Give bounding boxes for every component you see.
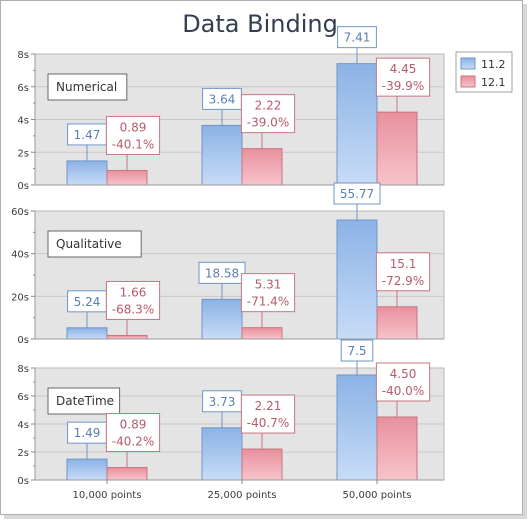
bar-b <box>106 467 148 481</box>
data-label: 15.1 <box>390 257 417 271</box>
data-label: -68.3% <box>112 302 154 316</box>
data-label: -40.7% <box>247 416 289 430</box>
y-tick-label: 60s <box>11 207 29 218</box>
bar-a <box>66 160 108 186</box>
bar-a <box>66 458 108 481</box>
data-label: -40.2% <box>112 435 154 449</box>
data-label: 2.22 <box>255 99 282 113</box>
data-label: 55.77 <box>340 187 374 201</box>
pane-title-2: DateTime <box>47 387 121 415</box>
data-label-box <box>240 273 296 313</box>
y-tick-label: 6s <box>17 392 29 403</box>
pane-title-box <box>47 230 142 258</box>
y-tick-label: 40s <box>11 250 29 261</box>
data-label-box <box>375 252 431 292</box>
data-label: -39.9% <box>382 79 424 93</box>
data-label-box <box>333 182 381 205</box>
data-label: 7.41 <box>344 31 371 45</box>
data-label: -40.0% <box>382 384 424 398</box>
data-label: -71.4% <box>247 295 289 309</box>
bar-b <box>106 334 148 340</box>
outer-shadow-right <box>523 4 527 518</box>
data-label: 4.50 <box>390 367 417 381</box>
x-tick-label: 25,000 points <box>208 490 277 501</box>
data-label-box <box>375 57 431 97</box>
data-label: -40.1% <box>112 137 154 151</box>
y-tick-label: 2s <box>17 148 29 159</box>
y-tick-label: 0s <box>17 335 29 346</box>
legend-swatch <box>460 57 476 70</box>
data-label-box <box>105 115 161 155</box>
data-label: 7.5 <box>347 344 366 358</box>
data-label-box <box>105 280 161 320</box>
data-label: 0.89 <box>120 120 147 134</box>
data-label: 3.73 <box>209 395 236 409</box>
data-label: 1.47 <box>74 128 101 142</box>
bar-b <box>376 111 418 186</box>
pane-title-box <box>47 73 128 101</box>
legend-swatch <box>460 75 476 88</box>
y-tick-label: 8s <box>17 364 29 375</box>
bar-a <box>336 63 378 186</box>
pane-title-1: Qualitative <box>47 230 142 258</box>
data-label-box <box>105 413 161 453</box>
data-label: 0.89 <box>120 418 147 432</box>
bar-a <box>66 327 108 340</box>
data-label: 18.58 <box>205 266 239 280</box>
data-label: 1.66 <box>120 285 147 299</box>
data-label: 5.31 <box>255 278 282 292</box>
data-label-box <box>198 261 246 284</box>
y-tick-label: 4s <box>17 116 29 127</box>
data-label-box <box>337 26 377 49</box>
data-label-box <box>340 339 374 362</box>
panes-layer: 0s 2s 4s 6s 8s Numerical 1.47 3.64 7.41 0.89 -40.1… <box>11 26 445 501</box>
y-tick-label: 6s <box>17 83 29 94</box>
pane-title-text: Numerical <box>56 80 117 94</box>
pane-title-text: Qualitative <box>56 237 122 251</box>
bar-b <box>241 327 283 340</box>
bar-a <box>336 219 378 340</box>
y-tick-label: 0s <box>17 476 29 487</box>
bar-a <box>201 427 243 481</box>
data-label: 3.64 <box>209 92 236 106</box>
bar-b <box>106 169 148 186</box>
bar-a <box>201 298 243 340</box>
x-tick-label: 50,000 points <box>343 490 412 501</box>
bar-a <box>201 124 243 186</box>
data-label: 1.49 <box>74 426 101 440</box>
data-label: 2.21 <box>255 399 282 413</box>
bar-b <box>376 306 418 340</box>
legend: 11.2 12.1 <box>455 51 513 93</box>
y-tick-label: 8s <box>17 50 29 61</box>
x-tick-label: 10,000 points <box>73 490 142 501</box>
data-label: -72.9% <box>382 274 424 288</box>
data-label: -39.0% <box>247 116 289 130</box>
chart-title: Data Binding <box>182 10 338 38</box>
data-label-box <box>240 394 296 434</box>
legend-label: 11.2 <box>481 58 506 71</box>
bar-b <box>241 448 283 481</box>
data-label: 5.24 <box>74 295 101 309</box>
y-tick-label: 0s <box>17 181 29 192</box>
bar-a <box>336 374 378 481</box>
pane-title-0: Numerical <box>47 73 128 101</box>
data-label-box <box>240 94 296 134</box>
bar-b <box>241 148 283 186</box>
bar-b <box>376 416 418 481</box>
legend-label: 12.1 <box>481 76 506 89</box>
data-label: 4.45 <box>390 62 417 76</box>
pane-title-text: DateTime <box>56 394 114 408</box>
y-tick-label: 20s <box>11 292 29 303</box>
y-tick-label: 4s <box>17 420 29 431</box>
pane-title-box <box>47 387 121 415</box>
outer-shadow-bottom <box>4 515 527 519</box>
y-tick-label: 2s <box>17 448 29 459</box>
data-label-box <box>375 362 431 402</box>
